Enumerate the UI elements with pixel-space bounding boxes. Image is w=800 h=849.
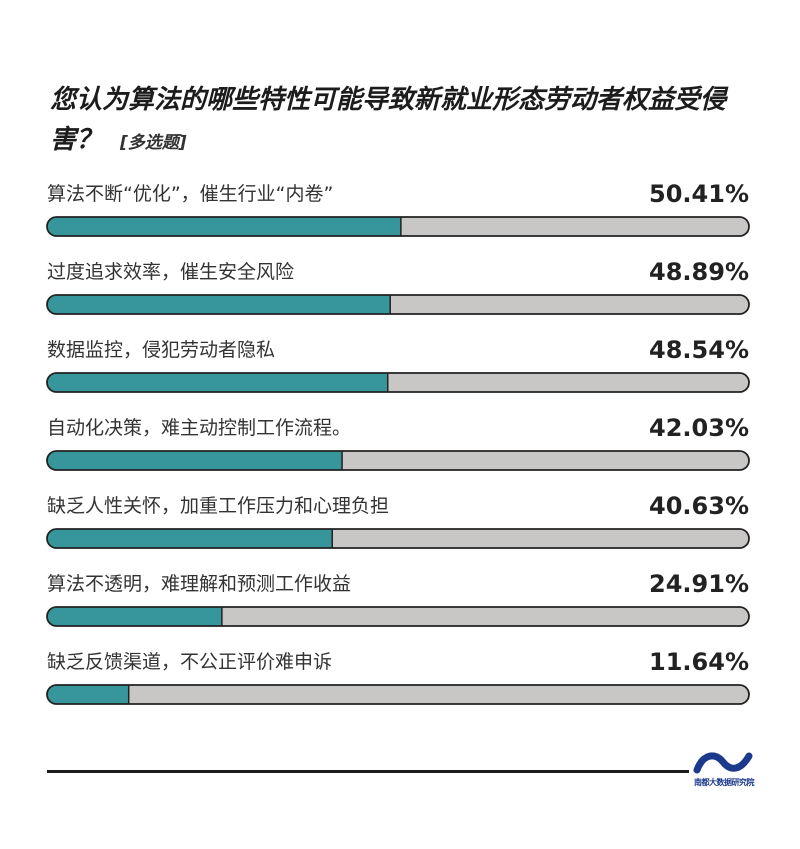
bar-outline xyxy=(46,294,750,315)
bottom-divider xyxy=(47,770,689,773)
logo-text: 南都大数据研究院 xyxy=(694,778,755,787)
bar-outline xyxy=(46,216,750,237)
value-label: 42.03% xyxy=(649,414,749,442)
value-label: 24.91% xyxy=(649,570,749,598)
value-label: 48.89% xyxy=(649,258,749,286)
value-label: 11.64% xyxy=(649,648,749,676)
question-type-tag: [多选题] xyxy=(120,133,187,153)
value-label: 50.41% xyxy=(649,180,749,208)
bar-track xyxy=(47,685,749,704)
bar xyxy=(47,295,391,314)
value-label: 48.54% xyxy=(649,336,749,364)
category-label: 自动化决策，难主动控制工作流程。 xyxy=(47,417,351,439)
category-label: 缺乏反馈渠道，不公正评价难申诉 xyxy=(47,651,332,673)
bar xyxy=(47,373,388,392)
bar-outline xyxy=(46,372,750,393)
bar xyxy=(47,607,222,626)
category-label: 算法不断“优化”，催生行业“内卷” xyxy=(47,183,333,205)
bar xyxy=(47,451,343,470)
bar-outline xyxy=(46,528,750,549)
category-label: 算法不透明，难理解和预测工作收益 xyxy=(47,573,351,595)
category-label: 数据监控，侵犯劳动者隐私 xyxy=(47,339,275,361)
chart-title: 您认为算法的哪些特性可能导致新就业形态劳动者权益受侵害？ [多选题] xyxy=(50,80,760,163)
category-label: 缺乏人性关怀，加重工作压力和心理负担 xyxy=(47,495,389,517)
bar xyxy=(47,217,401,236)
chart-title-text: 您认为算法的哪些特性可能导致新就业形态劳动者权益受侵害？ xyxy=(50,85,727,155)
nandu-logo-icon xyxy=(693,752,753,774)
category-label: 过度追求效率，催生安全风险 xyxy=(47,261,294,283)
bar xyxy=(47,529,333,548)
bar xyxy=(47,685,129,704)
bar-outline xyxy=(46,450,750,471)
bar-outline xyxy=(46,606,750,627)
value-label: 40.63% xyxy=(649,492,749,520)
bar-outline xyxy=(46,684,750,705)
